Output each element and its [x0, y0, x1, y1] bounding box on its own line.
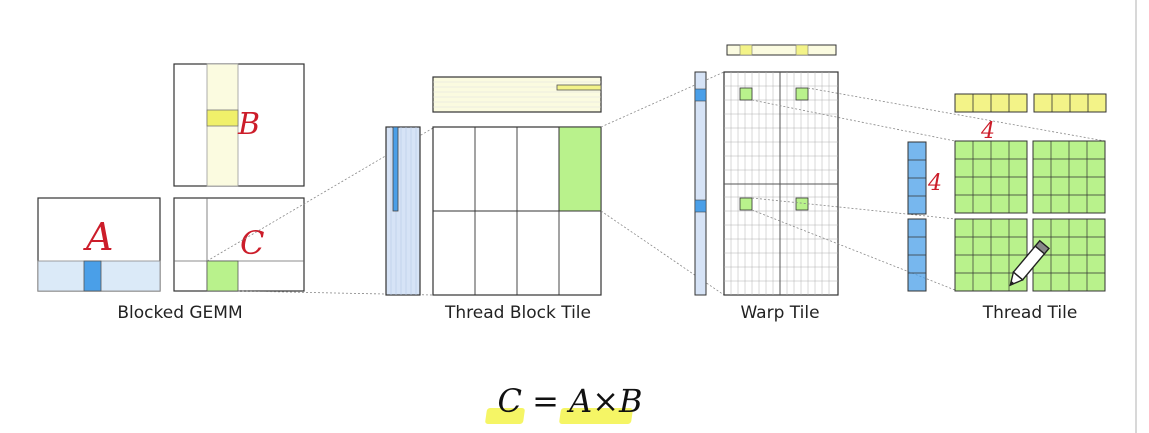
thread-block-tile-group: [385, 76, 602, 296]
thread-block-main-tile: [432, 126, 602, 296]
matrix-a: [37, 197, 161, 292]
matrix-b: [173, 63, 305, 187]
handwritten-four-left: 4: [927, 171, 942, 196]
formula-c: C: [497, 382, 522, 420]
formula-rhs: A×B: [569, 382, 643, 420]
thread-grid-bottom-right: [1032, 218, 1106, 292]
thread-grid-top-left: [954, 140, 1028, 214]
caption-thread-block-tile: Thread Block Tile: [445, 303, 591, 323]
pencil-icon: [1009, 239, 1050, 287]
handwritten-b: B: [237, 107, 260, 142]
caption-blocked-gemm: Blocked GEMM: [117, 303, 243, 323]
formula: C = A×B: [470, 382, 670, 428]
handwritten-c: C: [240, 224, 264, 262]
warp-main-grid: [723, 71, 839, 296]
warp-tile-group: [694, 44, 839, 296]
handwritten-four-top: 4: [980, 119, 995, 144]
matrix-c: [173, 197, 305, 292]
formula-eq: =: [532, 382, 559, 420]
thread-grid-top-right: [1032, 140, 1106, 214]
caption-warp-tile: Warp Tile: [740, 303, 820, 323]
warp-a-strip: [694, 71, 707, 296]
thread-tile-group: 4 4: [907, 93, 1107, 292]
handwritten-a: A: [83, 215, 113, 259]
caption-thread-tile: Thread Tile: [982, 303, 1078, 323]
thread-b-fragments: [954, 93, 1107, 113]
thread-block-b-strip: [432, 76, 602, 113]
thread-block-a-strip: [385, 126, 421, 296]
warp-b-strip: [726, 44, 837, 56]
connector-lines-1: [206, 127, 434, 296]
thread-accumulator-grids: [954, 140, 1106, 292]
blocked-gemm-group: B A C: [37, 63, 305, 292]
thread-a-fragments: [907, 141, 927, 292]
formula-text: C = A×B: [470, 382, 670, 420]
